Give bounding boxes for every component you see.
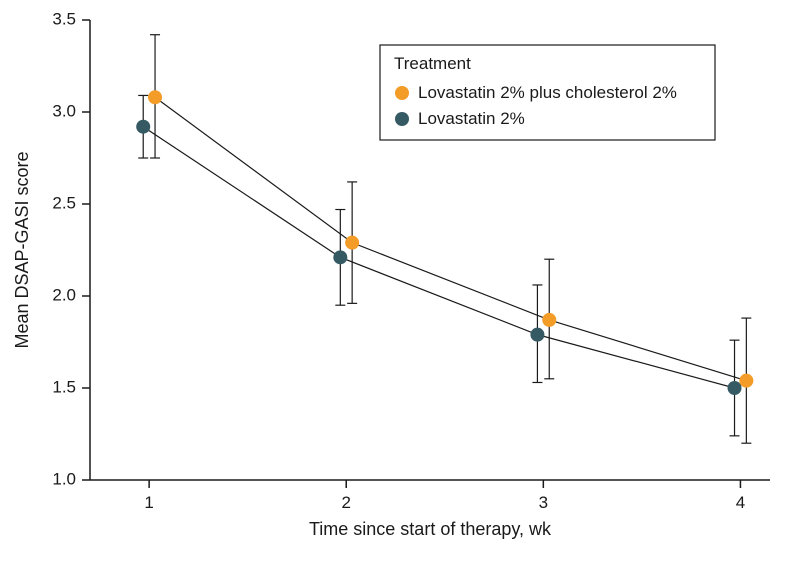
x-tick-label: 4	[736, 493, 745, 512]
y-tick-label: 2.0	[52, 285, 76, 304]
data-marker	[345, 236, 359, 250]
x-tick-label: 2	[341, 493, 350, 512]
x-tick-label: 1	[144, 493, 153, 512]
y-tick-label: 1.5	[52, 377, 76, 396]
chart-container: 1.0 1.5 2.0 2.5 3.0 3.5 1 2 3 4 Time since start o…	[0, 0, 794, 567]
y-tick-label: 3.0	[52, 101, 76, 120]
data-marker	[530, 328, 544, 342]
data-marker	[739, 374, 753, 388]
legend-item-label: Lovastatin 2% plus cholesterol 2%	[418, 83, 677, 102]
legend-item-label: Lovastatin 2%	[418, 109, 525, 128]
data-marker	[728, 381, 742, 395]
data-marker	[136, 120, 150, 134]
dsap-gasi-chart: 1.0 1.5 2.0 2.5 3.0 3.5 1 2 3 4 Time since start o…	[0, 0, 794, 567]
data-marker	[542, 313, 556, 327]
y-axis-label: Mean DSAP-GASI score	[12, 151, 32, 348]
x-tick-label: 3	[539, 493, 548, 512]
legend-marker	[395, 112, 409, 126]
data-marker	[148, 90, 162, 104]
y-tick-label: 1.0	[52, 469, 76, 488]
data-marker	[333, 250, 347, 264]
x-axis-label: Time since start of therapy, wk	[309, 519, 552, 539]
legend-title: Treatment	[394, 54, 471, 73]
y-tick-label: 2.5	[52, 193, 76, 212]
y-tick-label: 3.5	[52, 9, 76, 28]
legend-marker	[395, 86, 409, 100]
